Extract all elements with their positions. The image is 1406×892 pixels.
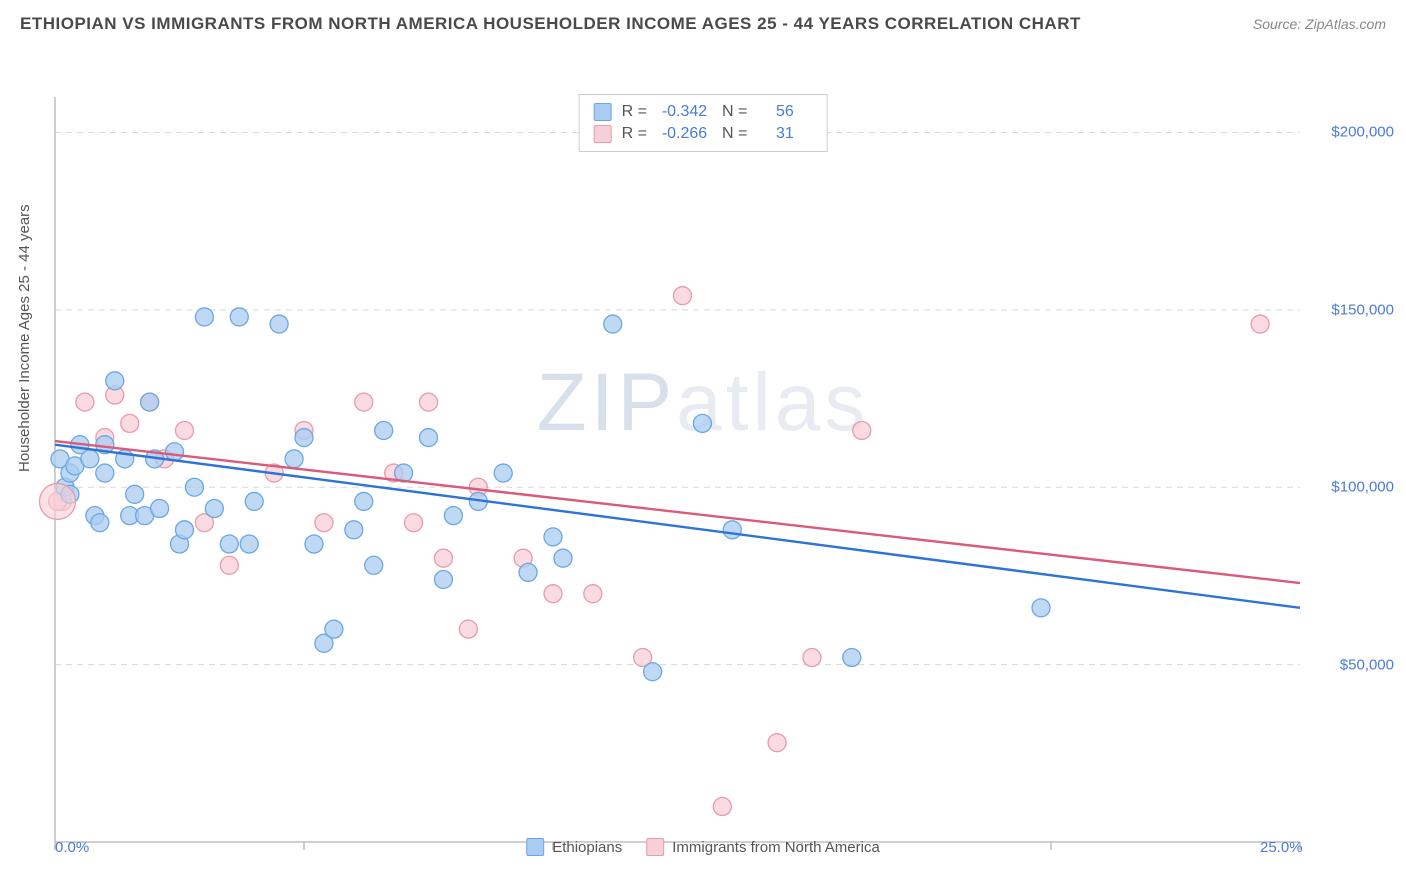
y-tick-label: $50,000 (1340, 656, 1394, 673)
legend-item-2: Immigrants from North America (646, 838, 880, 856)
legend-item-1: Ethiopians (526, 838, 622, 856)
r-label-2: R = (622, 125, 647, 143)
stats-row-series-1: R = -0.342 N = 56 (594, 101, 813, 123)
legend-swatch-1 (526, 838, 544, 856)
n-value-2: 31 (757, 125, 812, 143)
x-tick-label: 25.0% (1260, 839, 1303, 856)
x-tick-label: 0.0% (55, 839, 89, 856)
legend-label-1: Ethiopians (552, 839, 622, 856)
legend-label-2: Immigrants from North America (672, 839, 880, 856)
y-tick-label: $200,000 (1331, 124, 1394, 141)
y-tick-label: $150,000 (1331, 301, 1394, 318)
r-value-2: -0.266 (657, 125, 712, 143)
r-label-1: R = (622, 103, 647, 121)
chart-title: ETHIOPIAN VS IMMIGRANTS FROM NORTH AMERI… (20, 14, 1081, 34)
stats-swatch-1 (594, 103, 612, 121)
n-value-1: 56 (757, 103, 812, 121)
r-value-1: -0.342 (657, 103, 712, 121)
y-tick-label: $100,000 (1331, 479, 1394, 496)
stats-row-series-2: R = -0.266 N = 31 (594, 123, 813, 145)
legend-swatch-2 (646, 838, 664, 856)
bottom-legend: Ethiopians Immigrants from North America (526, 838, 880, 856)
stats-swatch-2 (594, 125, 612, 143)
source-label: Source: ZipAtlas.com (1253, 16, 1386, 32)
scatter-plot (0, 42, 1406, 862)
correlation-stats-box: R = -0.342 N = 56 R = -0.266 N = 31 (579, 94, 828, 152)
n-label-2: N = (722, 125, 747, 143)
n-label-1: N = (722, 103, 747, 121)
chart-area: ZIPatlas Householder Income Ages 25 - 44… (0, 42, 1406, 862)
